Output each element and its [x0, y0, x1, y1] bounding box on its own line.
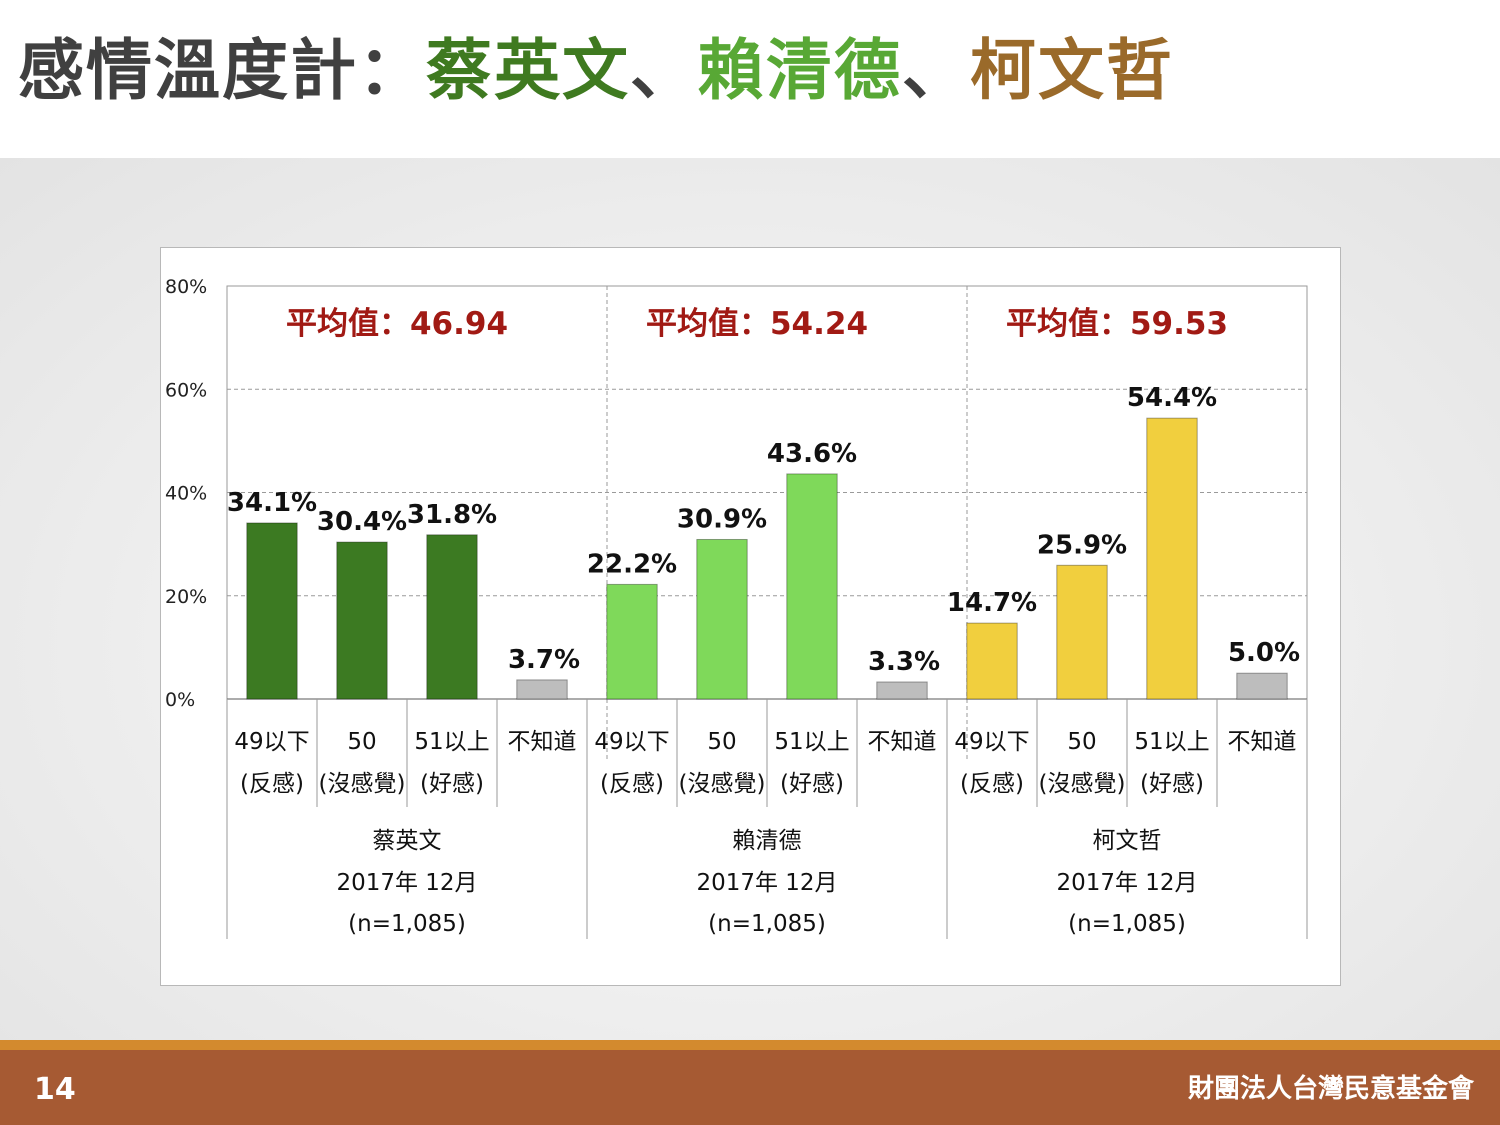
value-label: 54.4%	[1127, 383, 1217, 413]
category-label: 51以上	[414, 729, 489, 755]
organization-name: 財團法人台灣民意基金會	[1187, 1074, 1474, 1104]
title-name-lai: 賴清德	[698, 32, 902, 109]
value-label: 3.3%	[868, 647, 940, 677]
value-label: 34.1%	[227, 488, 317, 518]
bar	[1146, 417, 1198, 700]
group-name: 賴清德	[733, 828, 802, 854]
category-label: 不知道	[868, 729, 937, 755]
bar	[1056, 564, 1108, 700]
value-label: 14.7%	[947, 588, 1037, 618]
value-label: 5.0%	[1228, 638, 1300, 668]
category-sublabel: (沒感覺)	[319, 771, 406, 797]
category-label: 51以上	[774, 729, 849, 755]
category-sublabel: (好感)	[780, 771, 844, 797]
bar	[786, 473, 838, 700]
bar	[246, 522, 298, 700]
category-sublabel: (沒感覺)	[679, 771, 766, 797]
chart-panel: 0% 20% 40% 60% 80% 平均值：46.94 34.1% 49以下 (反感) 30.4…	[160, 247, 1341, 986]
bar	[426, 534, 478, 700]
y-tick-label: 40%	[165, 483, 207, 505]
bar	[516, 679, 568, 700]
page-title: 感情溫度計：蔡英文、賴清德、柯文哲	[18, 38, 1174, 104]
category-sublabel: (好感)	[420, 771, 484, 797]
title-prefix: 感情溫度計：	[18, 32, 426, 109]
group-sample: (n=1,085)	[348, 911, 466, 937]
category-sublabel: (反感)	[960, 771, 1024, 797]
value-label: 22.2%	[587, 549, 677, 579]
category-sublabel: (反感)	[600, 771, 664, 797]
group-date: 2017年 12月	[336, 870, 477, 896]
footer-bar	[0, 1050, 1500, 1125]
group-date: 2017年 12月	[1056, 870, 1197, 896]
y-tick-label: 60%	[165, 379, 207, 401]
y-tick-label: 80%	[165, 276, 207, 298]
category-sublabel: (沒感覺)	[1039, 771, 1126, 797]
title-separator: 、	[902, 32, 970, 109]
value-label: 3.7%	[508, 645, 580, 675]
value-label: 30.9%	[677, 504, 767, 534]
category-label: 50	[707, 729, 736, 755]
bar	[696, 538, 748, 700]
bar	[336, 541, 388, 700]
category-sublabel: (好感)	[1140, 771, 1204, 797]
group-date: 2017年 12月	[696, 870, 837, 896]
average-label: 平均值：54.24	[646, 306, 868, 342]
category-label: 49以下	[234, 729, 309, 755]
page-number: 14	[34, 1072, 76, 1107]
category-sublabel: (反感)	[240, 771, 304, 797]
value-label: 43.6%	[767, 439, 857, 469]
value-label: 30.4%	[317, 507, 407, 537]
group-name: 柯文哲	[1093, 828, 1162, 854]
bar	[966, 622, 1018, 700]
value-label: 25.9%	[1037, 530, 1127, 560]
category-label: 50	[347, 729, 376, 755]
y-tick-label: 0%	[165, 689, 195, 711]
average-label: 平均值：59.53	[1006, 306, 1228, 342]
title-name-ko: 柯文哲	[970, 32, 1174, 109]
average-label: 平均值：46.94	[286, 306, 508, 342]
group-name: 蔡英文	[373, 828, 442, 854]
bar-chart: 0% 20% 40% 60% 80% 平均值：46.94 34.1% 49以下 (反感) 30.4…	[165, 276, 1308, 939]
category-label: 不知道	[508, 729, 577, 755]
category-label: 49以下	[594, 729, 669, 755]
bar	[1236, 672, 1288, 700]
group-sample: (n=1,085)	[1068, 911, 1186, 937]
group-sample: (n=1,085)	[708, 911, 826, 937]
footer-accent-stripe	[0, 1040, 1500, 1050]
title-name-tsai: 蔡英文	[426, 32, 630, 109]
bar	[606, 583, 658, 700]
title-bar: 感情溫度計：蔡英文、賴清德、柯文哲	[0, 0, 1500, 158]
category-label: 不知道	[1228, 729, 1297, 755]
category-label: 50	[1067, 729, 1096, 755]
title-separator: 、	[630, 32, 698, 109]
category-label: 49以下	[954, 729, 1029, 755]
bar	[876, 681, 928, 700]
category-label: 51以上	[1134, 729, 1209, 755]
y-tick-label: 20%	[165, 586, 207, 608]
value-label: 31.8%	[407, 500, 497, 530]
